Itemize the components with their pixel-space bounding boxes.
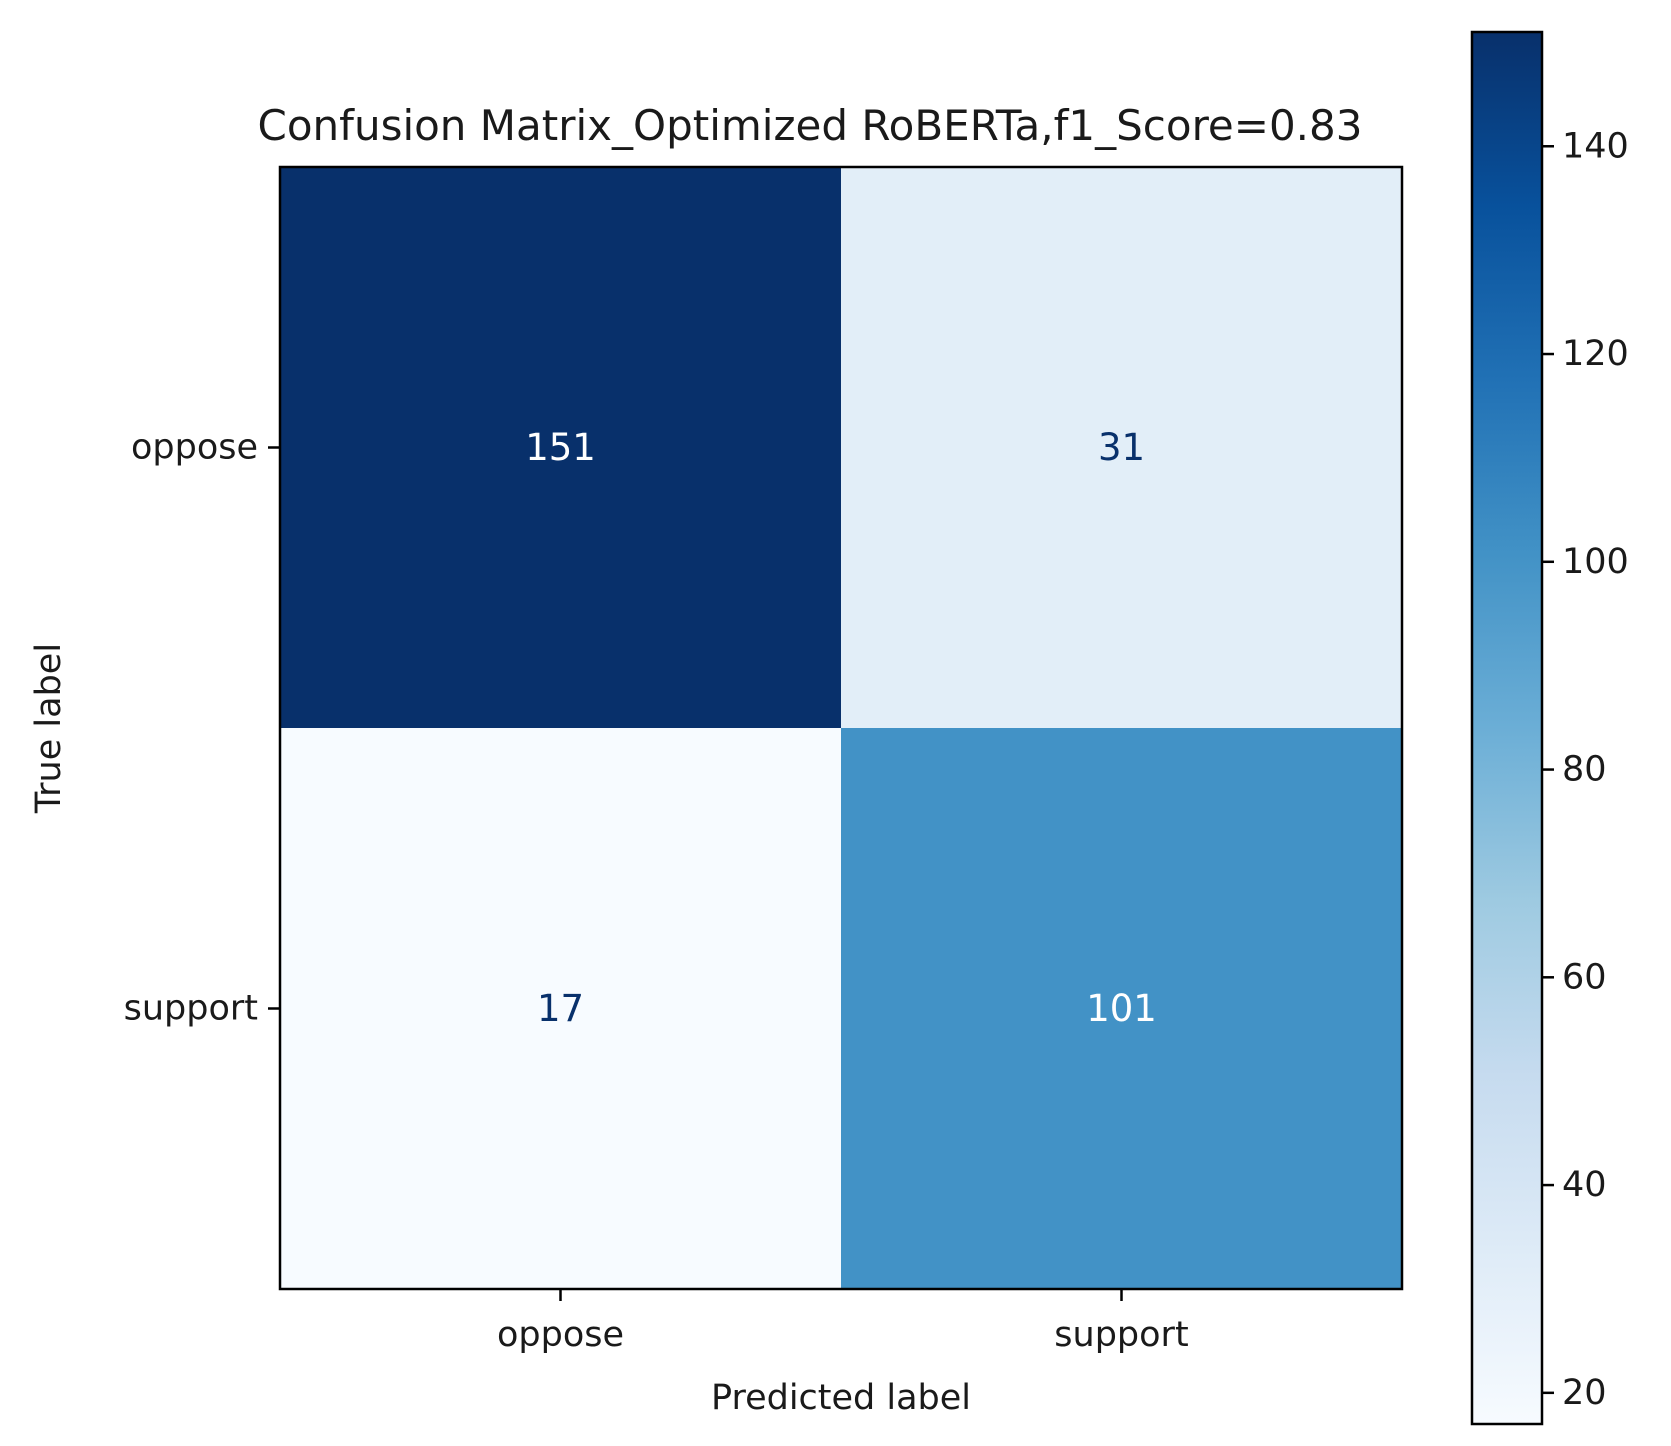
cell-value-label: 17 <box>537 987 584 1030</box>
y-tick-label: support <box>124 989 258 1029</box>
cell-value-label: 151 <box>525 426 596 469</box>
cell-value-labels: 151 31 17 101 <box>525 426 1157 1030</box>
plot-frame <box>278 165 1404 1291</box>
heatmap-cell <box>841 728 1402 1289</box>
colorbar-tick-label: 40 <box>1562 1165 1607 1205</box>
y-axis-label: True label <box>29 643 69 814</box>
heatmap-cell <box>841 167 1402 728</box>
colorbar-tick-label: 60 <box>1562 957 1607 997</box>
colorbar-ticks: 20 40 60 80 100 120 140 <box>1542 126 1629 1413</box>
cell-value-label: 31 <box>1098 426 1145 469</box>
heatmap-cells <box>280 167 1402 1289</box>
colorbar-tick-label: 100 <box>1562 542 1629 582</box>
heatmap-cell <box>280 167 841 728</box>
y-tick-label: oppose <box>131 428 258 468</box>
colorbar-tick-label: 120 <box>1562 334 1629 374</box>
cell-value-label: 101 <box>1086 987 1157 1030</box>
chart-title: Confusion Matrix_Optimized RoBERTa,f1_Sc… <box>258 101 1363 150</box>
x-axis-label: Predicted label <box>711 1378 971 1418</box>
x-tick-label: support <box>1054 1315 1188 1355</box>
heatmap-cell <box>280 728 841 1289</box>
x-axis-ticks: oppose support <box>497 1289 1189 1355</box>
y-axis-ticks: oppose support <box>124 428 280 1029</box>
colorbar-tick-label: 140 <box>1562 126 1629 166</box>
colorbar-tick-label: 80 <box>1562 750 1607 790</box>
colorbar-tick-label: 20 <box>1562 1373 1607 1413</box>
x-tick-label: oppose <box>497 1315 624 1355</box>
colorbar <box>1470 30 1544 1426</box>
